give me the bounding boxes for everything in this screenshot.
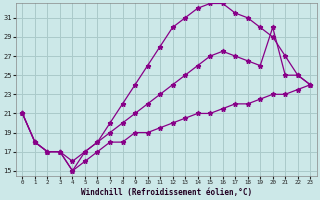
X-axis label: Windchill (Refroidissement éolien,°C): Windchill (Refroidissement éolien,°C): [81, 188, 252, 197]
